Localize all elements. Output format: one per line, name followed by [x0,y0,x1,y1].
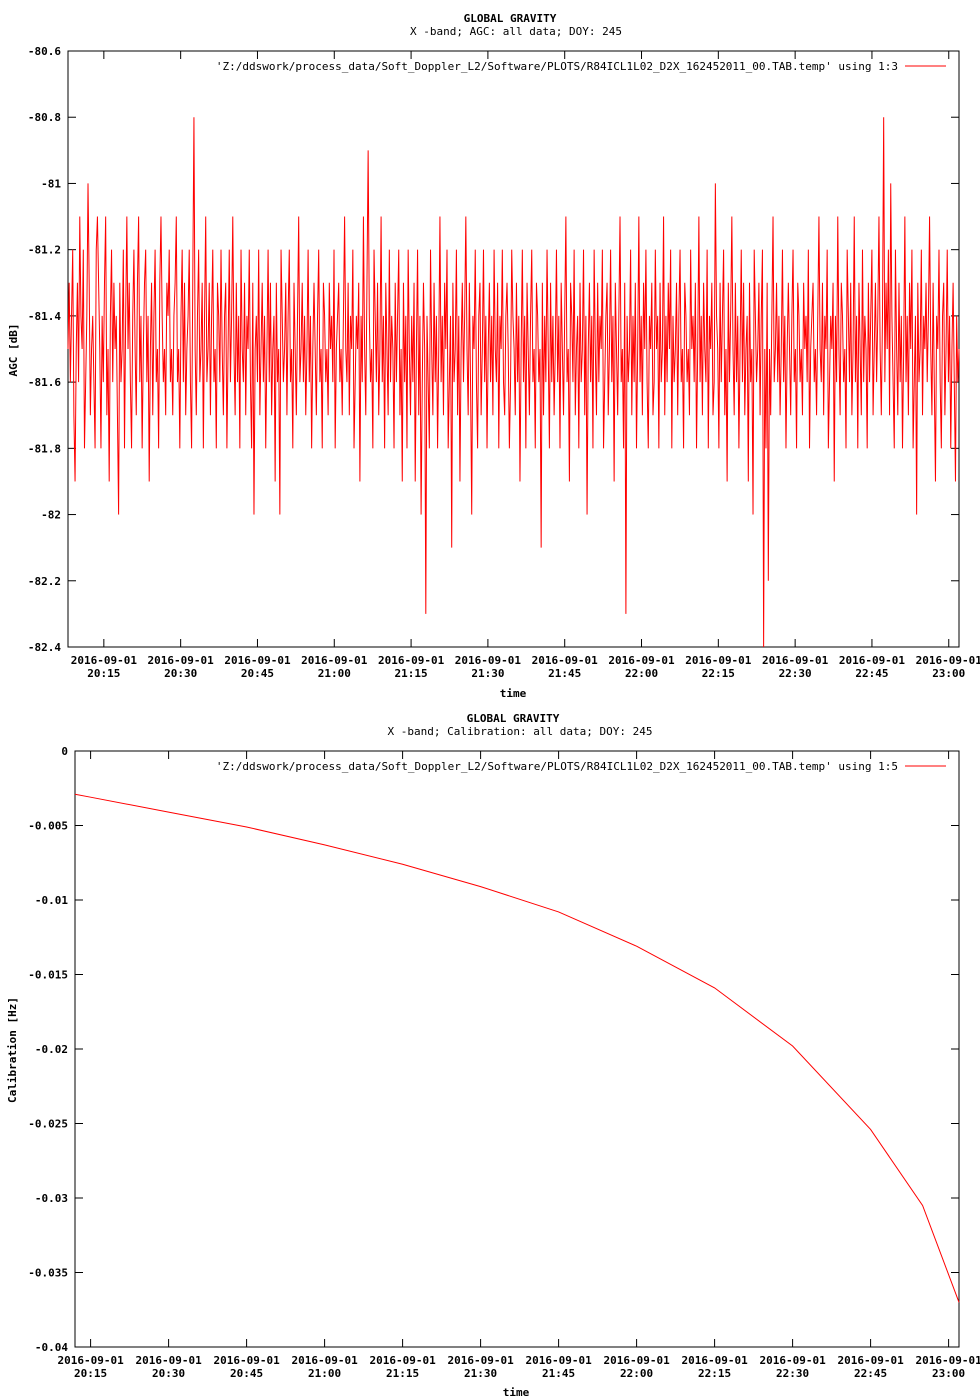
y-tick-label: -81.4 [28,310,61,323]
chart2-title: GLOBAL GRAVITY [467,712,560,725]
x-tick-time: 22:45 [854,1367,887,1380]
x-tick-date: 2016-09-01 [532,654,599,667]
chart1-subtitle: X -band; AGC: all data; DOY: 245 [410,25,622,38]
chart2-xlabel: time [503,1386,530,1399]
x-tick-time: 22:15 [702,667,735,680]
x-tick-time: 22:45 [855,667,888,680]
y-tick-label: -82 [41,509,61,522]
x-tick-time: 22:15 [698,1367,731,1380]
y-tick-label: -0.02 [35,1043,68,1056]
chart1-title: GLOBAL GRAVITY [464,12,557,25]
calibration-chart: GLOBAL GRAVITY X -band; Calibration: all… [6,712,980,1399]
x-tick-time: 21:30 [471,667,504,680]
x-tick-time: 20:45 [241,667,274,680]
x-tick-time: 22:30 [779,667,812,680]
x-tick-date: 2016-09-01 [301,654,368,667]
series-line [67,117,960,648]
x-tick-time: 23:00 [932,667,965,680]
x-tick-time: 20:30 [152,1367,185,1380]
chart1-x-ticks: 2016-09-0120:152016-09-0120:302016-09-01… [71,51,980,680]
chart1-series [67,117,960,648]
chart1-xlabel: time [500,687,527,700]
x-tick-date: 2016-09-01 [525,1354,592,1367]
y-tick-label: -81.6 [28,376,61,389]
y-tick-label: -0.04 [35,1341,68,1354]
chart2-y-ticks: 0 -0.005 -0.01 -0.015 -0.02 -0.025 -0.03 -0.035… [28,745,959,1354]
x-tick-date: 2016-09-01 [608,654,675,667]
x-tick-time: 21:00 [308,1367,341,1380]
chart2-series [74,793,960,1303]
x-tick-date: 2016-09-01 [762,654,829,667]
x-tick-time: 21:45 [542,1367,575,1380]
y-tick-label: -80.8 [28,111,61,124]
y-tick-label: -81.2 [28,244,61,257]
y-tick-label: -81.8 [28,442,61,455]
y-tick-label: -81 [41,177,61,190]
chart1-legend: 'Z:/ddswork/process_data/Soft_Doppler_L2… [216,60,898,73]
x-tick-time: 21:45 [548,667,581,680]
x-tick-time: 22:00 [620,1367,653,1380]
x-tick-time: 20:45 [230,1367,263,1380]
chart2-ylabel: Calibration [Hz] [6,997,19,1103]
x-tick-time: 22:30 [776,1367,809,1380]
y-tick-label: -80.6 [28,45,61,58]
x-tick-time: 21:15 [386,1367,419,1380]
x-tick-date: 2016-09-01 [455,654,522,667]
x-tick-date: 2016-09-01 [224,654,291,667]
x-tick-date: 2016-09-01 [837,1354,904,1367]
x-tick-date: 2016-09-01 [148,654,215,667]
x-tick-time: 23:00 [932,1367,965,1380]
x-tick-date: 2016-09-01 [681,1354,748,1367]
x-tick-date: 2016-09-01 [915,1354,980,1367]
chart2-legend: 'Z:/ddswork/process_data/Soft_Doppler_L2… [216,760,898,773]
y-tick-label: -82.2 [28,575,61,588]
x-tick-date: 2016-09-01 [369,1354,436,1367]
chart2-subtitle: X -band; Calibration: all data; DOY: 245 [388,725,653,738]
x-tick-date: 2016-09-01 [759,1354,826,1367]
x-tick-time: 20:30 [164,667,197,680]
y-tick-label: -0.015 [28,969,68,982]
y-tick-label: -0.025 [28,1118,68,1131]
x-tick-date: 2016-09-01 [71,654,138,667]
x-tick-time: 20:15 [87,667,120,680]
x-tick-date: 2016-09-01 [685,654,752,667]
chart2-plot-frame [74,750,960,1348]
x-tick-time: 21:00 [318,667,351,680]
y-tick-label: -0.03 [35,1192,68,1205]
x-tick-time: 21:30 [464,1367,497,1380]
chart1-ylabel: AGC [dB] [7,324,20,377]
agc-chart: GLOBAL GRAVITY X -band; AGC: all data; D… [7,12,980,700]
y-tick-label: -82.4 [28,641,61,654]
x-tick-date: 2016-09-01 [447,1354,514,1367]
x-tick-date: 2016-09-01 [839,654,906,667]
x-tick-date: 2016-09-01 [378,654,445,667]
x-tick-time: 20:15 [74,1367,107,1380]
y-tick-label: 0 [61,745,68,758]
x-tick-date: 2016-09-01 [135,1354,202,1367]
chart1-plot-frame [67,50,960,648]
series-line [74,793,960,1303]
chart2-x-ticks: 2016-09-0120:152016-09-0120:302016-09-01… [57,751,980,1380]
x-tick-date: 2016-09-01 [603,1354,670,1367]
x-tick-date: 2016-09-01 [57,1354,124,1367]
x-tick-date: 2016-09-01 [213,1354,280,1367]
y-tick-label: -0.035 [28,1267,68,1280]
x-tick-time: 22:00 [625,667,658,680]
y-tick-label: -0.01 [35,894,68,907]
x-tick-date: 2016-09-01 [291,1354,358,1367]
x-tick-time: 21:15 [395,667,428,680]
x-tick-date: 2016-09-01 [916,654,980,667]
y-tick-label: -0.005 [28,820,68,833]
